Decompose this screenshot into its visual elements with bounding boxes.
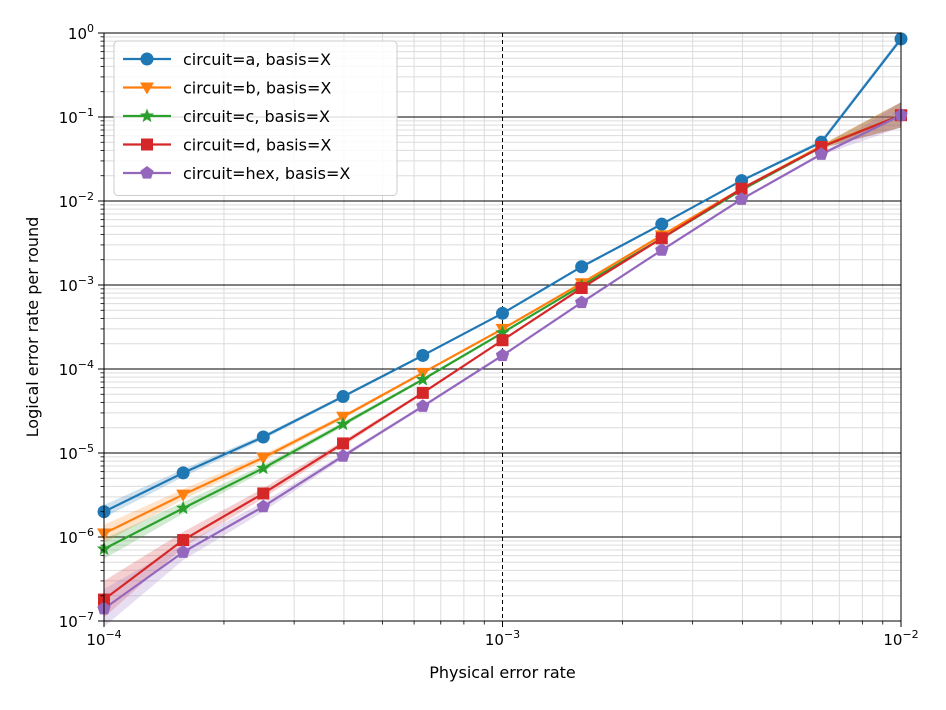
data-point bbox=[416, 386, 429, 399]
data-point bbox=[415, 371, 430, 386]
series-band bbox=[104, 102, 901, 559]
data-point bbox=[176, 500, 191, 515]
data-point bbox=[814, 147, 828, 160]
data-point bbox=[176, 489, 191, 502]
data-point bbox=[496, 306, 509, 320]
y-tick-label: 10−6 bbox=[59, 526, 94, 547]
data-point bbox=[256, 499, 270, 513]
axis-ticks bbox=[98, 32, 902, 627]
y-tick-label: 10−5 bbox=[59, 442, 94, 463]
data-point bbox=[336, 390, 350, 404]
x-tick-label: 10−4 bbox=[86, 628, 121, 649]
data-point bbox=[256, 460, 271, 475]
legend-swatch-marker bbox=[140, 52, 154, 66]
legend-label: circuit=d, basis=X bbox=[183, 136, 331, 155]
y-tick-label: 10−3 bbox=[59, 274, 94, 295]
x-axis-label: Physical error rate bbox=[429, 663, 576, 682]
data-point bbox=[177, 534, 190, 547]
y-axis-label: Logical error rate per round bbox=[23, 217, 42, 438]
data-point bbox=[337, 437, 350, 450]
data-point bbox=[655, 217, 669, 231]
legend-label: circuit=hex, basis=X bbox=[183, 164, 350, 183]
legend-swatch-marker bbox=[139, 108, 155, 123]
legend-label: circuit=b, basis=X bbox=[183, 79, 331, 98]
data-point bbox=[176, 545, 190, 558]
tick-labels: 10−7 10−6 10−5 10−4 10−3 10−2 10−1 100 10−4 10−3 1… bbox=[59, 22, 919, 649]
data-point bbox=[416, 348, 430, 362]
data-point bbox=[575, 295, 589, 309]
x-tick-label: 10−3 bbox=[485, 628, 520, 649]
legend-box bbox=[113, 40, 398, 196]
legend-swatch-marker bbox=[141, 138, 153, 151]
data-point bbox=[336, 449, 350, 462]
legend-label: circuit=a, basis=X bbox=[183, 50, 331, 69]
legend-swatch-marker bbox=[140, 166, 154, 179]
y-tick-label: 10−1 bbox=[59, 106, 94, 127]
data-point bbox=[734, 192, 749, 205]
y-tick-label: 100 bbox=[68, 22, 94, 43]
data-point bbox=[496, 334, 509, 347]
plot-frame bbox=[103, 32, 902, 622]
y-tick-label: 10−7 bbox=[59, 610, 94, 631]
data-point bbox=[735, 182, 748, 195]
data-point bbox=[176, 466, 190, 480]
y-tick-label: 10−2 bbox=[59, 190, 94, 211]
legend-label: circuit=c, basis=X bbox=[183, 107, 330, 126]
data-point bbox=[575, 260, 589, 274]
x-tick-label: 10−2 bbox=[883, 628, 918, 649]
data-point bbox=[655, 243, 669, 256]
data-point bbox=[655, 232, 668, 245]
legend: circuit=a, basis=X circuit=b, basis=X circ… bbox=[113, 40, 398, 196]
data-point bbox=[256, 430, 270, 444]
data-point bbox=[495, 348, 510, 362]
data-point bbox=[335, 416, 351, 431]
data-point bbox=[257, 487, 270, 500]
data-point bbox=[256, 452, 271, 465]
legend-swatch-marker bbox=[140, 82, 154, 95]
data-point bbox=[416, 399, 430, 412]
data-point bbox=[575, 282, 588, 295]
y-tick-label: 10−4 bbox=[59, 358, 94, 379]
data-point bbox=[495, 325, 510, 339]
